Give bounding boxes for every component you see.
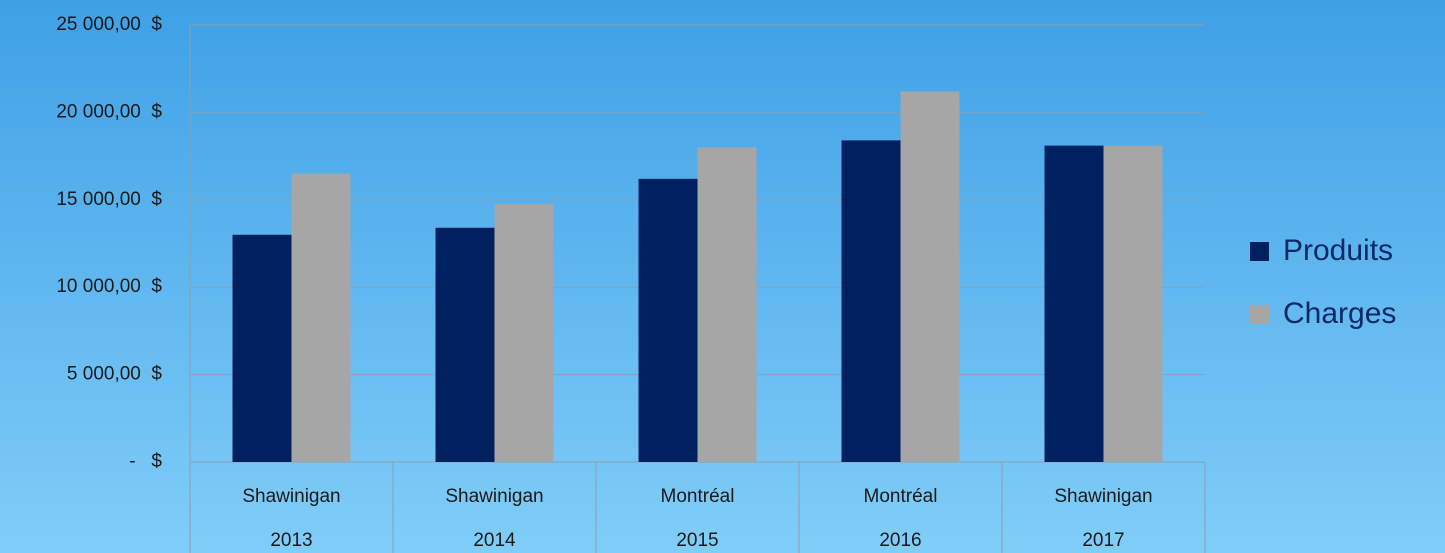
- bar: [232, 234, 292, 462]
- bar: [638, 178, 698, 462]
- bar: [1103, 145, 1163, 462]
- bar: [1044, 145, 1104, 462]
- x-tick-label: Montréal: [864, 486, 938, 507]
- bar: [697, 147, 757, 463]
- bar: [435, 227, 495, 462]
- x-tick-label: Shawinigan: [445, 486, 543, 507]
- y-tick-label: 20 000,00 $: [56, 101, 162, 122]
- x-tick-label: Shawinigan: [1054, 486, 1152, 507]
- x-tick-sublabel: 2014: [473, 530, 516, 551]
- y-tick-label: 25 000,00 $: [56, 14, 162, 35]
- legend-swatch: [1250, 305, 1269, 324]
- x-tick-sublabel: 2016: [879, 530, 921, 551]
- y-tick-label: 15 000,00 $: [56, 189, 162, 210]
- legend-label: Charges: [1283, 297, 1396, 330]
- x-tick-sublabel: 2017: [1082, 530, 1124, 551]
- bar: [841, 140, 901, 463]
- bar: [494, 204, 554, 463]
- y-tick-label: 5 000,00 $: [67, 364, 163, 385]
- y-tick-label: 10 000,00 $: [56, 276, 162, 297]
- x-tick-label: Shawinigan: [242, 486, 340, 507]
- legend-label: Produits: [1283, 234, 1393, 267]
- x-tick-sublabel: 2013: [270, 530, 312, 551]
- bar: [900, 91, 960, 462]
- x-tick-label: Montréal: [661, 486, 735, 507]
- y-tick-label: - $: [129, 451, 162, 472]
- legend-swatch: [1250, 242, 1269, 261]
- x-tick-sublabel: 2015: [676, 530, 718, 551]
- bar: [291, 173, 351, 462]
